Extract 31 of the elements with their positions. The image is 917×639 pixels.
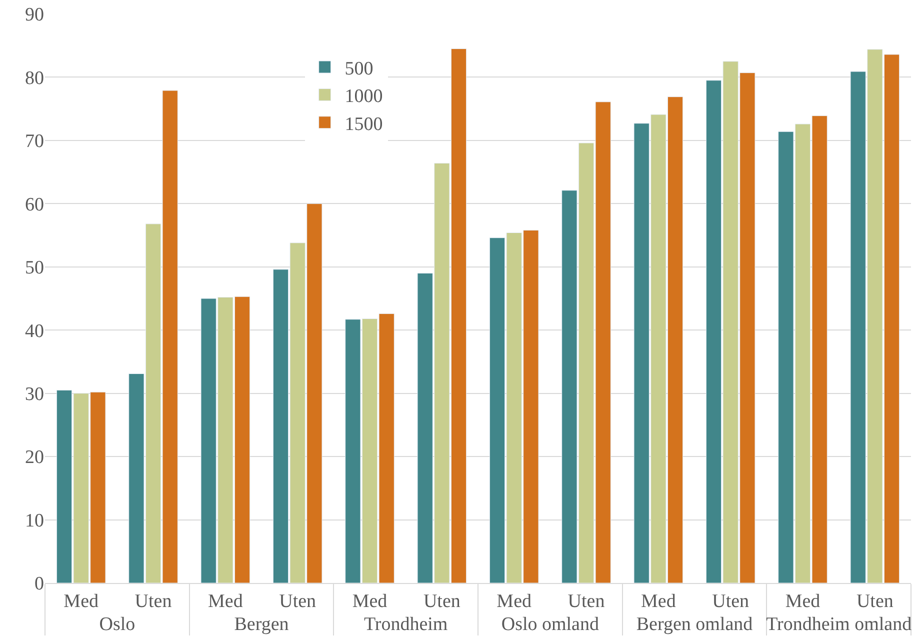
- x-tick-label: Uten: [134, 590, 172, 612]
- y-tick-label: 10: [25, 510, 44, 532]
- legend-label: 500: [344, 58, 374, 80]
- y-tick-label: 90: [25, 4, 44, 26]
- x-tick-label: Uten: [279, 590, 317, 612]
- text: Oslo omland: [501, 614, 600, 635]
- x-tick-label: Uten: [712, 590, 750, 612]
- text: Trondheim omland: [766, 614, 912, 635]
- text: Bergen: [234, 614, 290, 635]
- y-tick-label: 50: [25, 258, 44, 279]
- y-tick-label: 80: [25, 68, 44, 89]
- x-tick-label: Med: [64, 590, 99, 612]
- y-tick-label: 0: [34, 574, 44, 595]
- y-tick-label: 20: [25, 447, 44, 468]
- legend-label: 1500: [344, 114, 383, 135]
- y-tick-label: 30: [25, 384, 44, 405]
- text: Trondheim: [364, 614, 448, 635]
- text: Oslo: [99, 614, 136, 635]
- x-tick-label: Med: [641, 590, 676, 612]
- x-tick-label: Med: [496, 590, 532, 612]
- y-tick-label: 40: [25, 320, 44, 342]
- x-tick-label: Uten: [856, 590, 894, 612]
- text: Bergen omland: [636, 614, 754, 635]
- x-tick-label: Med: [785, 590, 821, 612]
- x-tick-label: Med: [208, 590, 244, 612]
- x-tick-label: Uten: [568, 590, 606, 612]
- x-tick-label: Med: [352, 590, 388, 612]
- y-tick-label: 60: [25, 194, 44, 216]
- y-tick-label: 70: [25, 131, 44, 152]
- legend-label: 1000: [344, 86, 383, 108]
- x-tick-label: Uten: [423, 590, 461, 612]
